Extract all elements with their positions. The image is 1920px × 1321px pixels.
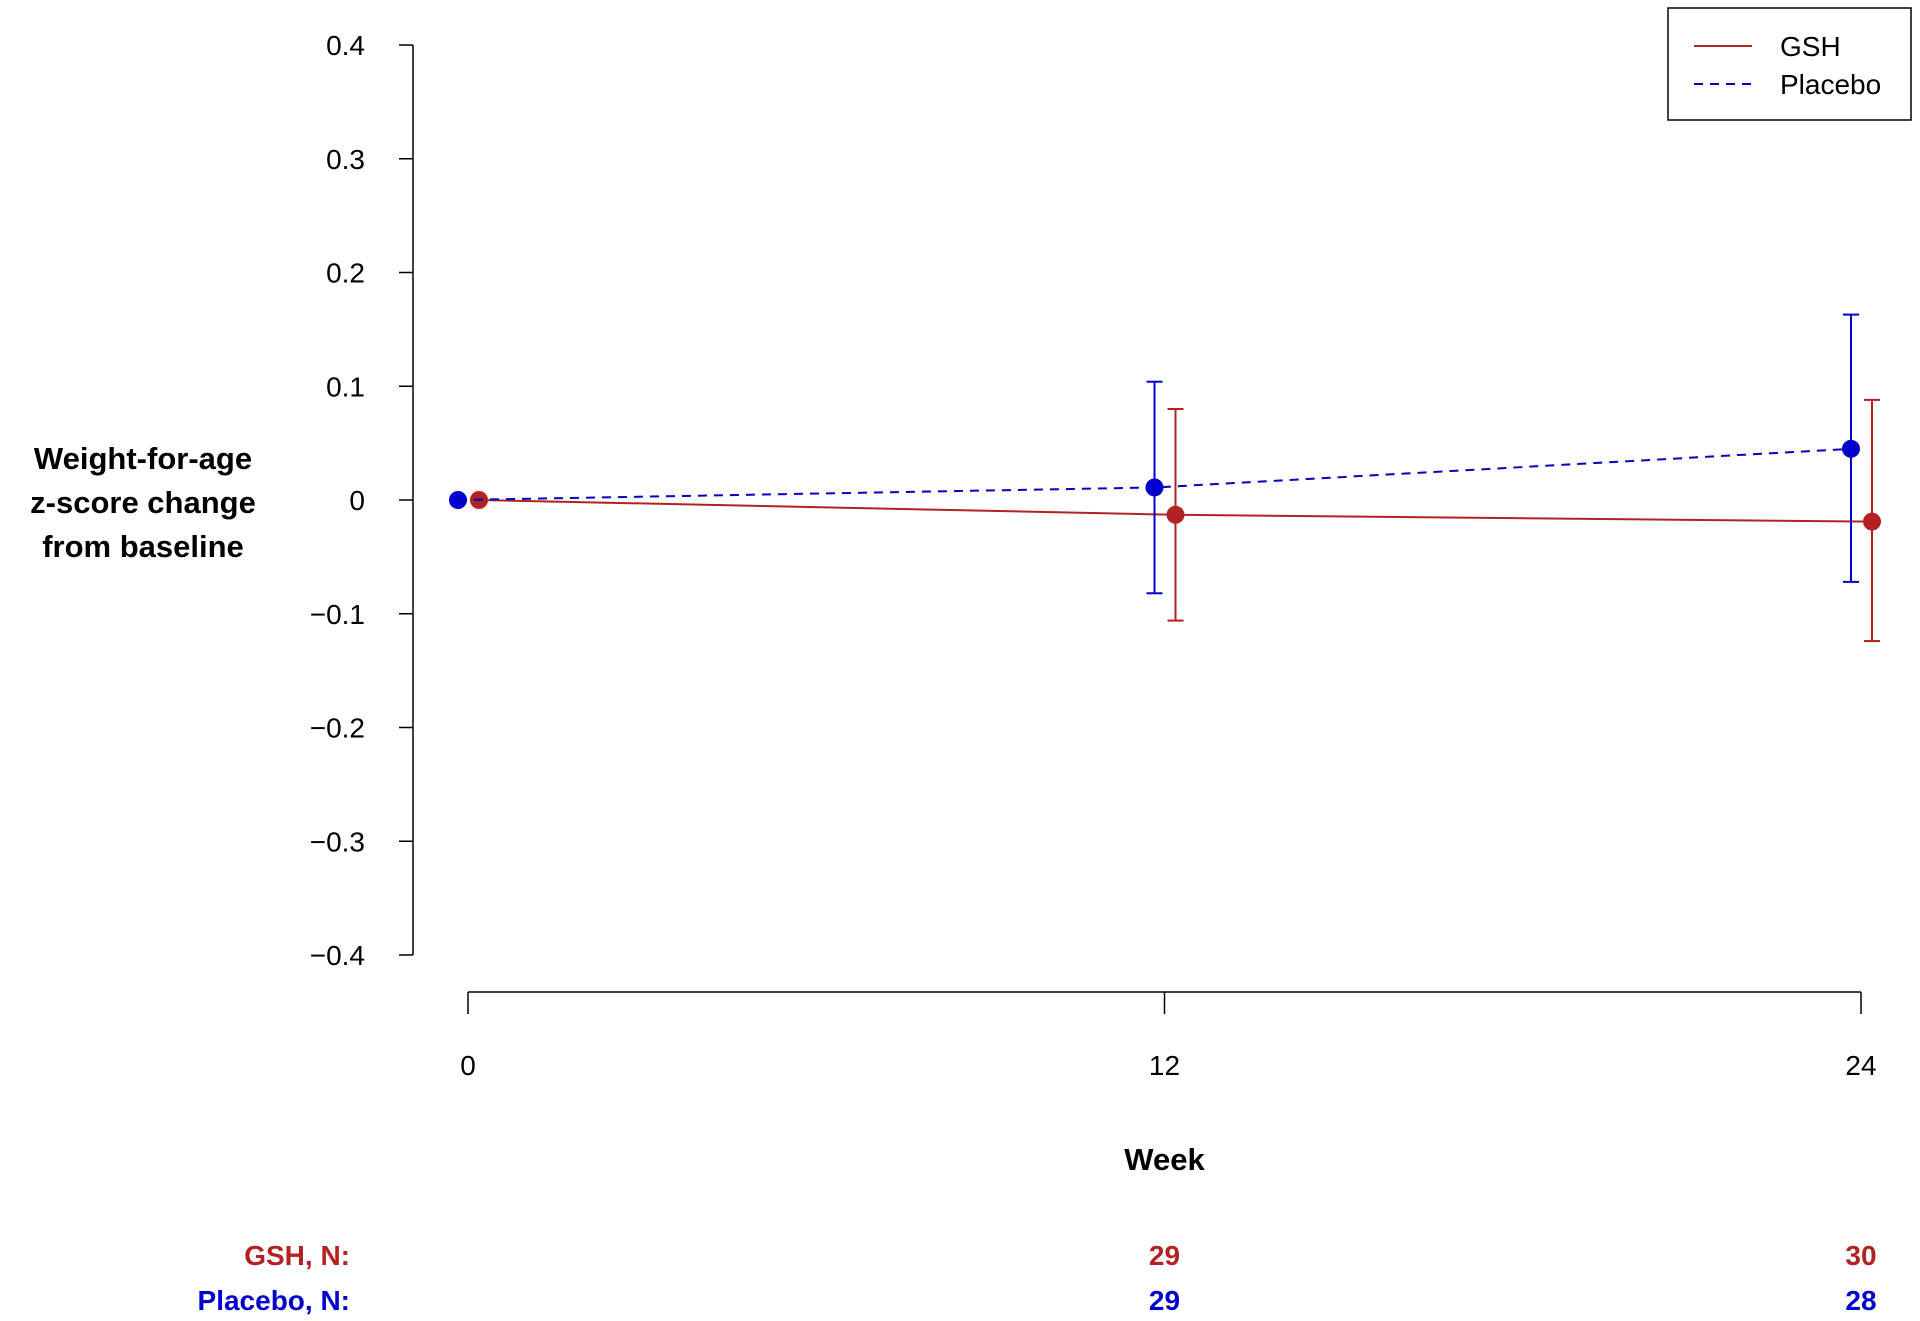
data-point-placebo [1145, 478, 1164, 497]
n-table-row-label: GSH, N: [244, 1240, 350, 1271]
x-tick-label: 12 [1149, 1050, 1180, 1081]
y-tick-label: 0.1 [326, 371, 365, 402]
x-axis-label: Week [1124, 1142, 1205, 1177]
data-point-gsh [1863, 512, 1881, 531]
y-tick-label: 0.2 [326, 258, 365, 289]
y-tick-label: 0.3 [326, 144, 365, 175]
legend-label-placebo: Placebo [1780, 69, 1881, 100]
data-point-placebo [1842, 439, 1860, 458]
y-tick-label: −0.3 [310, 826, 365, 857]
y-tick-label: 0.4 [326, 30, 365, 61]
n-table-row-label: Placebo, N: [198, 1285, 350, 1316]
y-axis-label-line: Weight-for-age [33, 441, 253, 476]
y-tick-label: 0 [349, 485, 365, 516]
y-axis-label-line: z-score change [30, 485, 256, 520]
y-tick-label: −0.4 [310, 940, 365, 971]
legend-box [1667, 7, 1912, 121]
data-point-placebo [449, 491, 467, 509]
y-axis-label: Weight-for-age z-score change from basel… [0, 437, 286, 569]
n-table-value: 29 [1149, 1240, 1180, 1271]
n-table-value: 30 [1845, 1240, 1876, 1271]
data-point-gsh [1166, 505, 1185, 524]
x-tick-label: 0 [460, 1050, 476, 1081]
y-tick-label: −0.2 [310, 713, 365, 744]
y-axis-label-line: from baseline [42, 529, 244, 564]
n-table-value: 29 [1149, 1285, 1180, 1316]
x-tick-label: 24 [1845, 1050, 1876, 1081]
legend-label-gsh: GSH [1780, 31, 1841, 62]
n-table-value: 28 [1845, 1285, 1876, 1316]
y-tick-label: −0.1 [310, 599, 365, 630]
